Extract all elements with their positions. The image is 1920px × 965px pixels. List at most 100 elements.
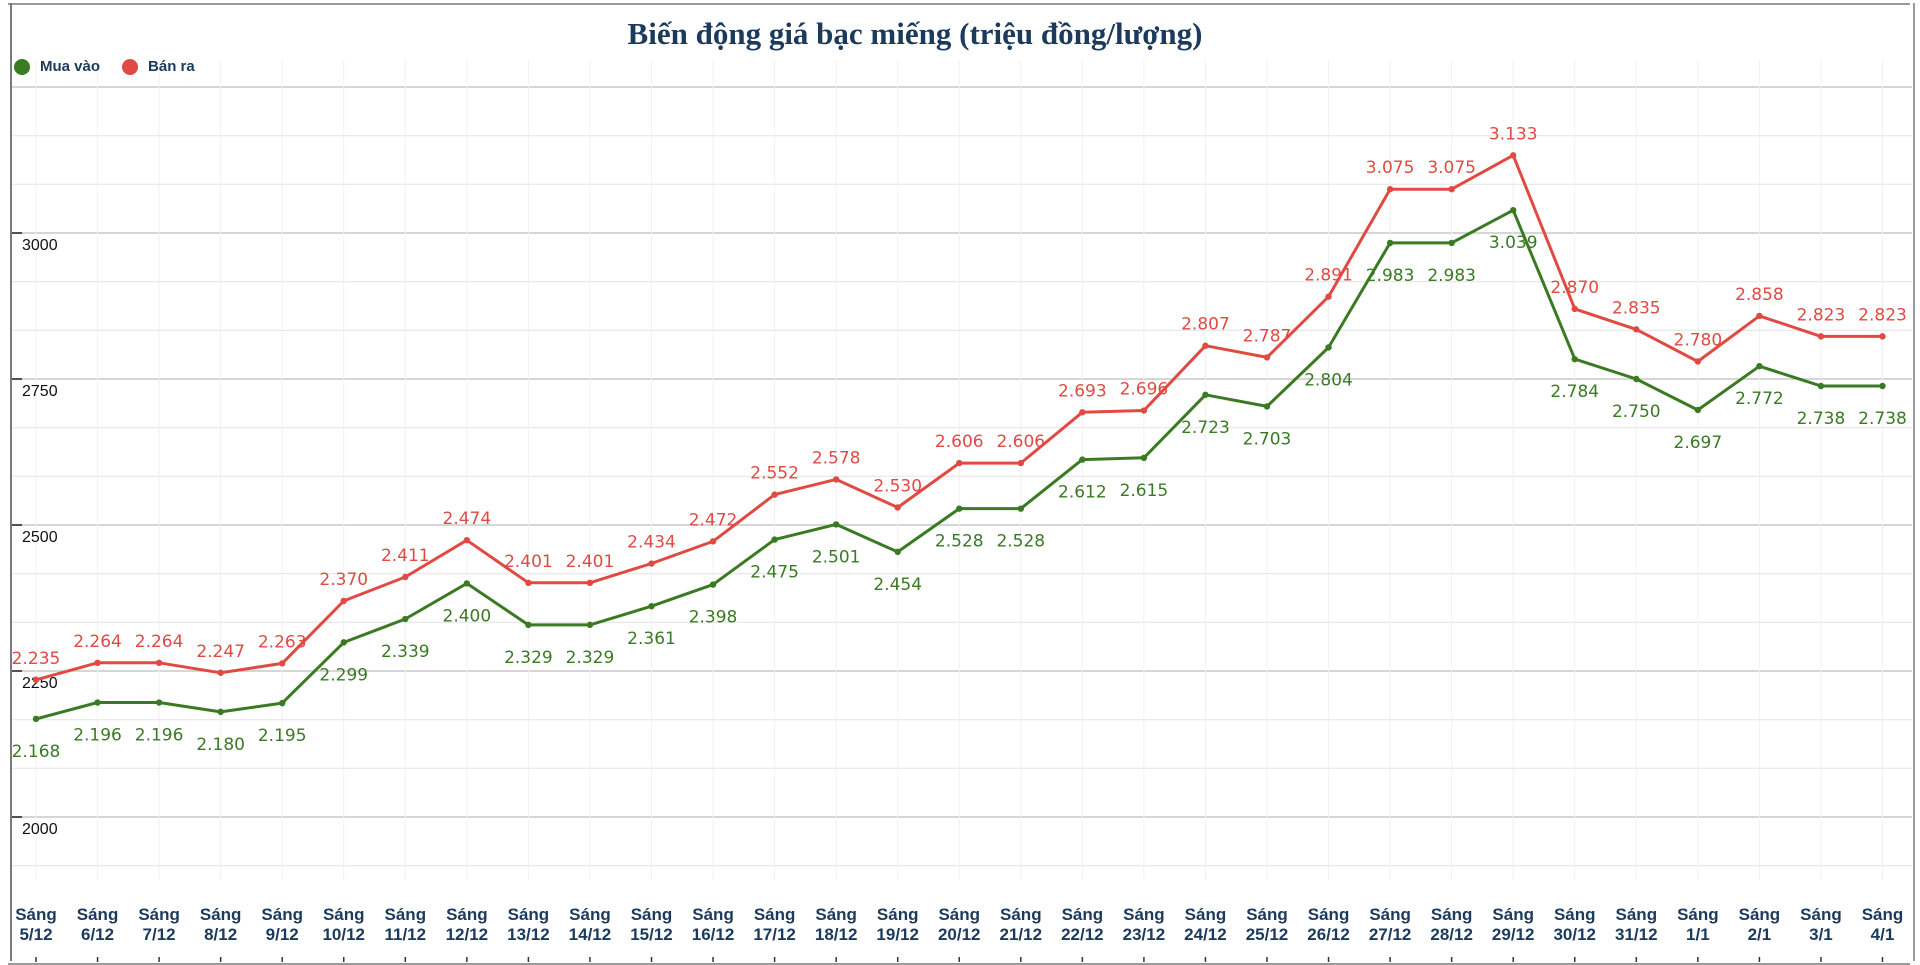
data-point[interactable]: [94, 699, 101, 706]
data-point[interactable]: [1386, 186, 1394, 193]
data-point[interactable]: [709, 538, 717, 545]
data-point[interactable]: [1448, 186, 1455, 193]
data-point[interactable]: [279, 699, 286, 707]
data-point[interactable]: [94, 659, 101, 667]
x-label-line2: 23/12: [1122, 925, 1166, 944]
data-point[interactable]: [1140, 454, 1148, 462]
data-point[interactable]: [1263, 403, 1271, 410]
data-point[interactable]: [956, 505, 963, 512]
data-point[interactable]: [155, 659, 163, 667]
data-point[interactable]: [1386, 239, 1394, 247]
legend-item-mua-vao[interactable]: Mua vào: [14, 58, 100, 75]
data-point[interactable]: [894, 504, 901, 511]
x-axis-label: Sáng 18/12: [801, 905, 871, 945]
data-point[interactable]: [1694, 406, 1702, 414]
data-label: 3.039: [1489, 233, 1538, 253]
x-axis-label: Sáng 15/12: [617, 905, 687, 945]
x-label-line1: Sáng: [507, 905, 550, 924]
x-label-line2: 21/12: [999, 925, 1043, 944]
data-point[interactable]: [1756, 312, 1763, 320]
data-label: 2.400: [443, 606, 492, 626]
x-axis-label: Sáng 20/12: [924, 905, 994, 945]
data-point[interactable]: [1694, 358, 1702, 365]
data-point[interactable]: [340, 597, 347, 605]
data-point[interactable]: [1079, 409, 1086, 416]
data-point[interactable]: [1571, 355, 1578, 363]
data-label: 2.235: [12, 649, 61, 669]
legend-dot-red-icon: [122, 58, 139, 75]
data-label: 2.434: [627, 533, 676, 553]
data-label: 2.196: [73, 726, 122, 746]
x-axis-label: Sáng 17/12: [740, 905, 810, 945]
data-point[interactable]: [771, 491, 778, 498]
x-label-line2: 5/12: [19, 925, 53, 944]
x-axis-label: Sáng 11/12: [370, 905, 440, 945]
data-point[interactable]: [1140, 407, 1148, 414]
data-point[interactable]: [525, 579, 532, 587]
data-point[interactable]: [1017, 459, 1024, 467]
x-label-line1: Sáng: [1000, 905, 1042, 924]
data-point[interactable]: [586, 579, 594, 587]
data-point[interactable]: [402, 573, 409, 581]
x-label-line2: 31/12: [1615, 925, 1658, 944]
x-label-line2: 25/12: [1245, 925, 1289, 944]
data-point[interactable]: [155, 699, 163, 706]
data-point[interactable]: [832, 521, 840, 528]
data-point[interactable]: [32, 676, 40, 683]
data-point[interactable]: [1879, 333, 1886, 340]
data-label: 2.787: [1243, 326, 1292, 346]
x-axis-label: Sáng 30/12: [1540, 905, 1610, 945]
data-point[interactable]: [217, 708, 224, 716]
data-label: 2.983: [1427, 266, 1476, 286]
data-point[interactable]: [1448, 239, 1455, 247]
data-label: 2.870: [1550, 278, 1599, 298]
data-point[interactable]: [1079, 456, 1086, 463]
data-point[interactable]: [648, 560, 655, 567]
x-axis-label: Sáng 14/12: [555, 905, 625, 945]
x-axis-label: Sáng 4/1: [1848, 905, 1918, 945]
data-label: 2.858: [1735, 285, 1784, 305]
data-point[interactable]: [1263, 354, 1271, 361]
x-label-line2: 22/12: [1061, 925, 1104, 944]
data-point[interactable]: [771, 536, 778, 543]
data-point[interactable]: [1202, 342, 1209, 349]
data-point[interactable]: [1756, 362, 1763, 370]
x-axis-label: Sáng 22/12: [1047, 905, 1117, 945]
x-axis-label: Sáng 2/1: [1724, 905, 1794, 945]
y-tick-label: 3000: [22, 237, 58, 254]
data-point[interactable]: [1633, 326, 1640, 333]
data-label: 2.552: [750, 464, 799, 484]
y-tick-label: 2750: [22, 383, 58, 400]
data-point[interactable]: [1510, 152, 1517, 159]
data-point[interactable]: [894, 548, 901, 556]
data-point[interactable]: [1817, 333, 1825, 340]
data-point[interactable]: [402, 615, 409, 623]
data-point[interactable]: [463, 580, 471, 587]
data-point[interactable]: [279, 660, 286, 667]
data-point[interactable]: [1571, 305, 1578, 313]
data-point[interactable]: [1017, 505, 1024, 512]
data-point[interactable]: [832, 476, 840, 483]
data-point[interactable]: [463, 536, 471, 544]
data-point[interactable]: [648, 602, 655, 610]
data-point[interactable]: [217, 669, 224, 676]
data-point[interactable]: [1633, 375, 1640, 383]
data-point[interactable]: [956, 459, 963, 467]
data-point[interactable]: [586, 621, 594, 629]
x-label-line1: Sáng: [261, 905, 303, 924]
data-point[interactable]: [525, 621, 532, 629]
data-point[interactable]: [1879, 382, 1886, 390]
data-point[interactable]: [1510, 207, 1517, 214]
data-label: 2.401: [504, 552, 553, 572]
data-point[interactable]: [1202, 391, 1209, 398]
x-label-line2: 17/12: [753, 925, 796, 944]
data-point[interactable]: [1817, 382, 1825, 390]
data-point[interactable]: [709, 581, 717, 588]
data-point[interactable]: [32, 715, 40, 723]
data-point[interactable]: [1325, 344, 1332, 351]
x-label-line1: Sáng: [1061, 905, 1104, 924]
data-point[interactable]: [340, 639, 347, 646]
data-point[interactable]: [1325, 293, 1332, 300]
legend-item-ban-ra[interactable]: Bán ra: [122, 58, 195, 75]
data-label: 2.168: [12, 742, 61, 762]
